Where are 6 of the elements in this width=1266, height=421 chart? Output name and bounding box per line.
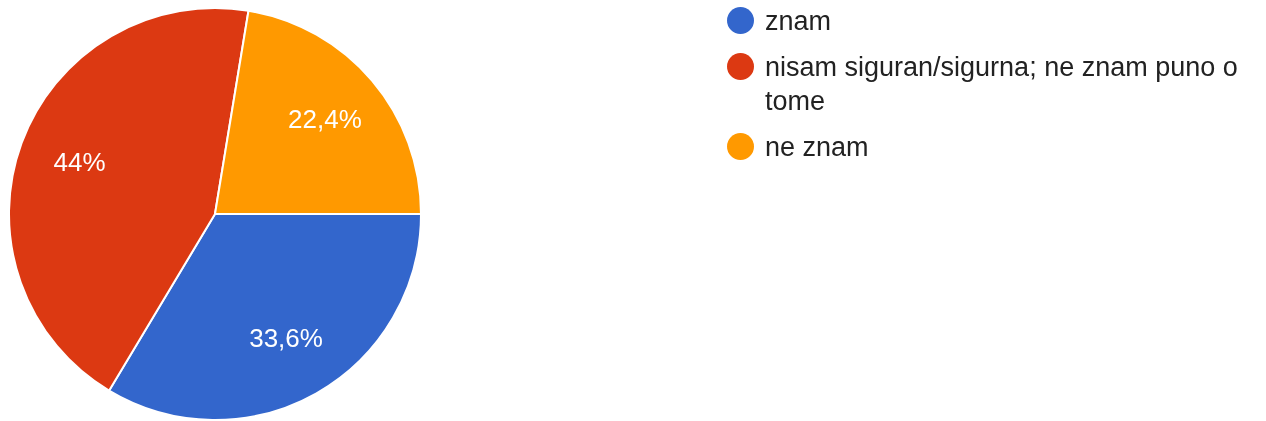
legend-label: znam — [765, 5, 832, 38]
data-label: 44% — [53, 147, 106, 178]
data-label: 22,4% — [288, 103, 362, 134]
legend-label: ne znam — [765, 131, 869, 164]
legend-label: nisam siguran/sigurna; ne znam puno o tome — [765, 51, 1239, 118]
data-label: 33,6% — [249, 322, 323, 353]
